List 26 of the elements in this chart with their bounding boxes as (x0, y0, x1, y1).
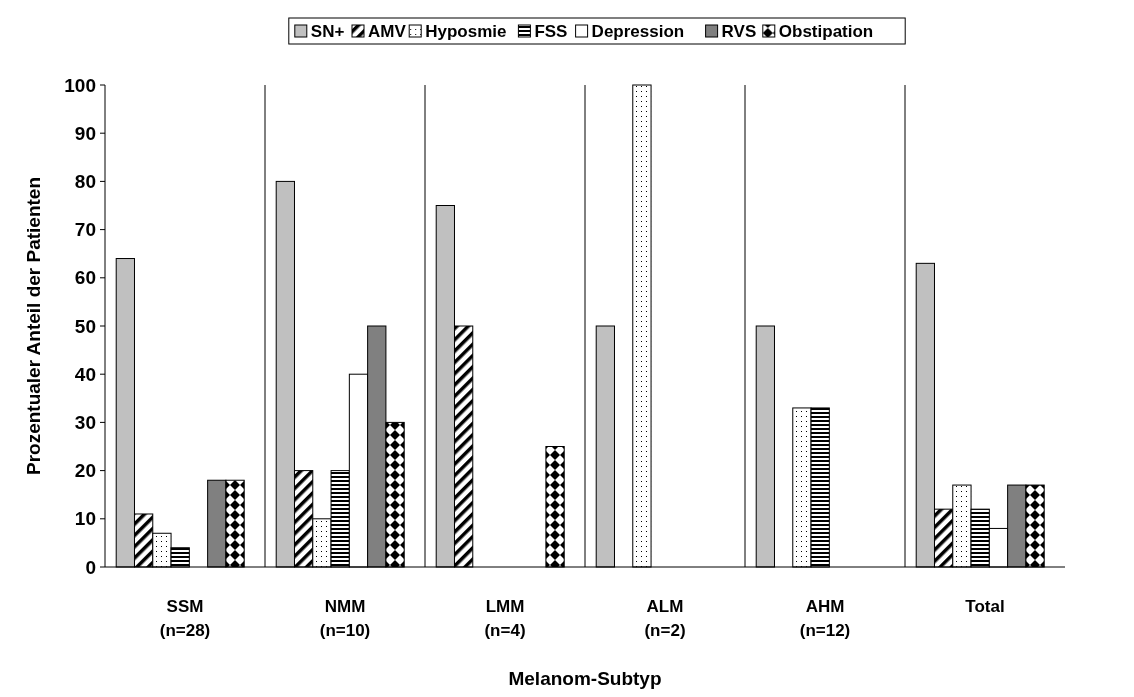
y-axis-title: Prozentualer Anteil der Patienten (23, 176, 44, 476)
legend-label: Hyposmie (425, 21, 507, 41)
legend-label: Depression (591, 21, 685, 41)
x-tick-label: Total (965, 597, 1005, 616)
y-tick-label: 20 (74, 460, 96, 482)
x-tick-label: ALM (n=2) (644, 597, 686, 640)
legend-label: AMV (368, 21, 407, 41)
x-tick-label: SSM (n=28) (159, 597, 211, 640)
y-tick-label: 50 (74, 315, 96, 337)
y-tick-label: 10 (74, 508, 96, 530)
y-tick-label: 0 (85, 556, 96, 578)
y-tick-label: 80 (74, 171, 96, 193)
x-axis-title: Melanom-Subtyp (508, 668, 662, 689)
legend-label: SN+ (310, 21, 345, 41)
x-tick-label: LMM (n=4) (484, 597, 526, 640)
y-tick-label: 60 (74, 267, 96, 289)
y-tick-label: 100 (64, 74, 96, 96)
legend-label: Obstipation (778, 21, 874, 41)
legend-label: RVS (721, 21, 757, 41)
y-tick-label: 40 (74, 363, 96, 385)
x-tick-label: AHM (n=12) (799, 597, 851, 640)
y-tick-label: 70 (74, 219, 96, 241)
x-tick-label: NMM (n=10) (319, 597, 371, 640)
legend-label: FSS (534, 21, 568, 41)
y-tick-label: 30 (74, 412, 96, 434)
y-tick-label: 90 (74, 122, 96, 144)
